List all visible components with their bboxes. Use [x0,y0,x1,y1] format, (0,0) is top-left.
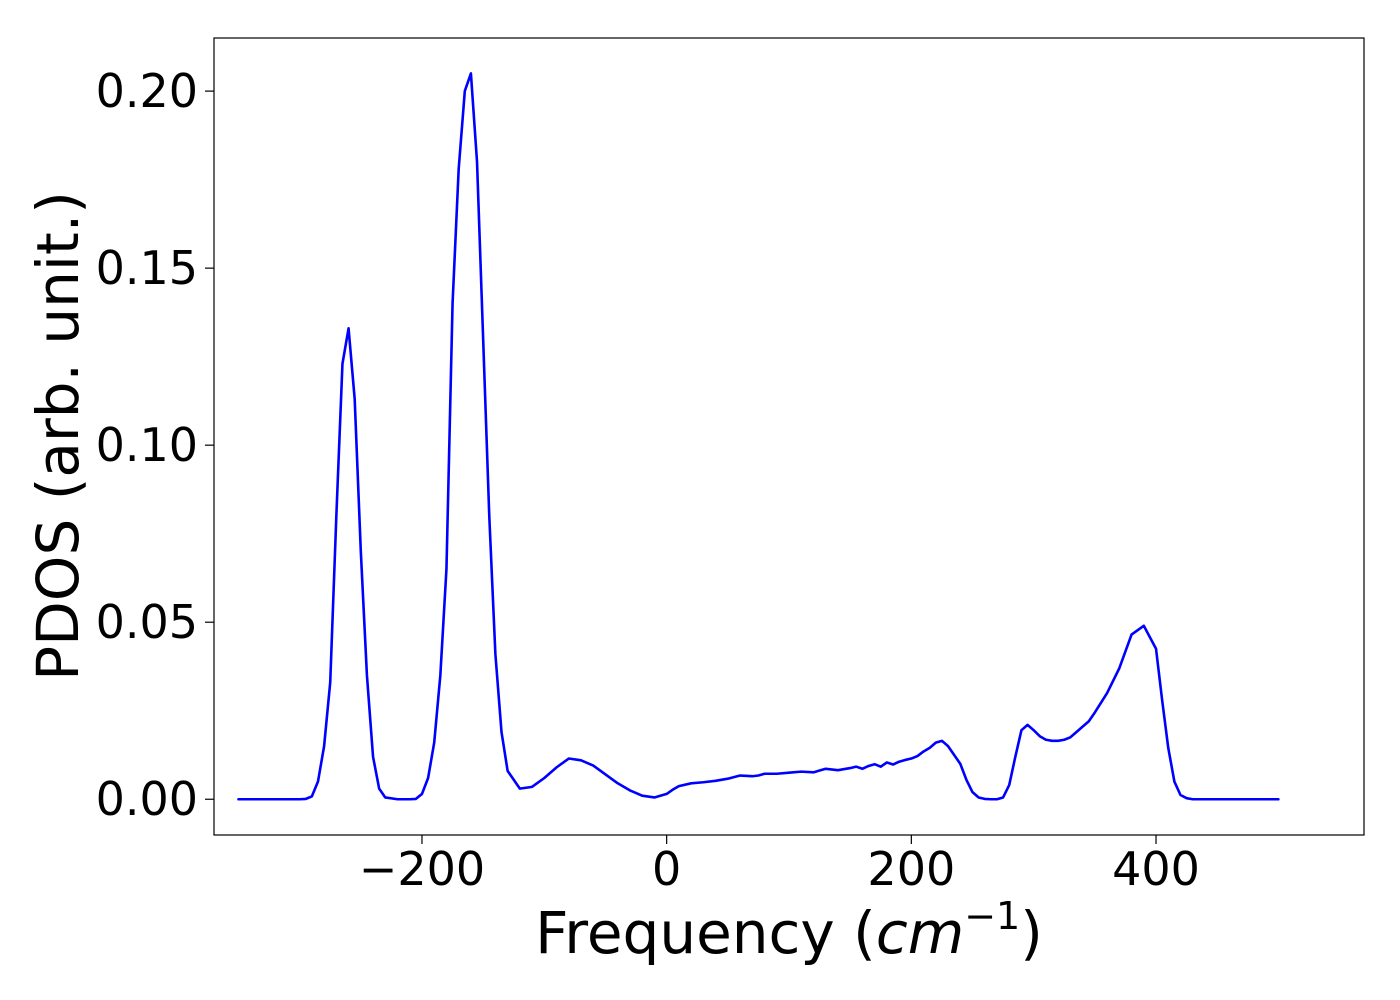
y-tick-label: 0.00 [96,772,198,826]
y-tick-label: 0.15 [96,241,198,295]
x-axis-label-text: Frequency ( [535,899,876,967]
x-tick-label: 400 [1112,842,1200,896]
pdos-series-line [237,72,1280,801]
plot-area [213,37,1365,836]
x-tick-label: −200 [359,842,485,896]
y-tick-label: 0.05 [96,595,198,649]
x-axis-ticks: −200 0 200 400 [359,835,1200,896]
axes-frame [213,37,1365,836]
y-tick-label: 0.10 [96,418,198,472]
x-tick-label: 0 [652,842,681,896]
y-tick-label: 0.20 [96,64,198,118]
x-axis-label-unit: cm [876,899,964,967]
x-tick-label: 200 [867,842,955,896]
y-axis-label: PDOS (arb. unit.) [24,191,92,681]
x-axis-label-close: ) [1020,899,1043,967]
x-axis-label: Frequency (cm−1) [535,894,1043,967]
x-axis-label-exponent: −1 [964,894,1020,938]
y-axis-ticks: 0.00 0.05 0.10 0.15 0.20 [96,64,214,826]
